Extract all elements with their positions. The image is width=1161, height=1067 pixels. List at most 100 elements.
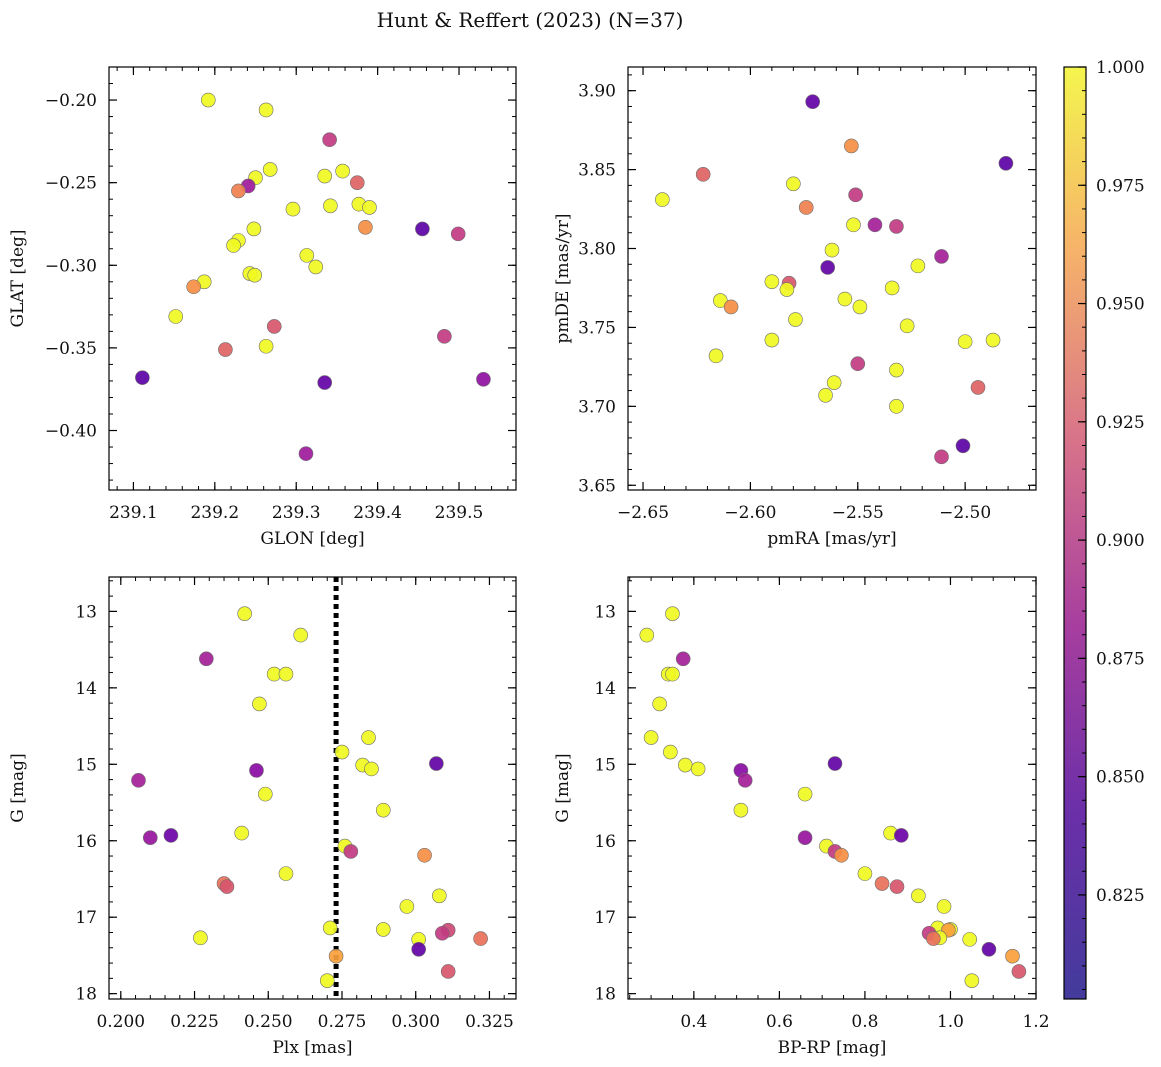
scatter-point (193, 930, 208, 946)
y-axis-label: pmDE [mas/yr] (553, 213, 573, 343)
y-tick-label: 17 (75, 908, 97, 928)
scatter-point (764, 274, 780, 289)
scatter-point (962, 932, 978, 947)
axes-frame (627, 66, 1037, 491)
scatter-point (737, 773, 753, 788)
scatter-point (797, 786, 813, 802)
y-tick-label: 14 (594, 679, 616, 699)
scatter-point (695, 167, 711, 182)
scatter-point (319, 973, 335, 988)
scatter-point (135, 370, 150, 385)
colorbar-tick-label: 1.000 (1096, 58, 1145, 78)
y-tick-label: 16 (594, 832, 616, 852)
scatter-point (786, 176, 801, 192)
scatter-point (219, 879, 235, 894)
scatter-point (893, 828, 909, 843)
scatter-point (857, 866, 873, 881)
x-tick-label: 239.4 (353, 503, 402, 523)
x-tick-label: 0.325 (465, 1012, 514, 1032)
scatter-point (837, 291, 853, 307)
x-tick-label: 0.275 (318, 1012, 367, 1032)
panel-pmra-pmde: −2.65 −2.60 −2.55 −2.50 3.65 3.70 3.75 3.80 3.85… (553, 66, 1037, 549)
scatter-point (764, 332, 780, 348)
scatter-point (266, 319, 282, 334)
colorbar-tick-label: 0.900 (1096, 531, 1145, 551)
colorbar-tick-label: 0.950 (1096, 295, 1145, 315)
colorbar: 0.825 0.850 0.875 0.900 0.925 0.950 0.975 1.000 (1063, 58, 1145, 1000)
scatter-point (201, 92, 216, 108)
scatter-point (258, 338, 274, 354)
panel-bprp-g: 0.4 0.6 0.8 1.0 1.2 13 14 15 16 17 18 BP-RP [mag] G … (553, 576, 1050, 1058)
colorbar-tick-label: 0.975 (1096, 176, 1145, 196)
scatter-point (1011, 964, 1027, 979)
scatter-point (899, 318, 915, 334)
scatter-point (643, 730, 659, 745)
scatter-point (285, 201, 301, 217)
scatter-point (889, 399, 904, 414)
y-tick-label: 3.90 (578, 82, 616, 102)
scatter-point (163, 828, 179, 843)
scatter-point (293, 627, 309, 643)
scatter-point (246, 221, 262, 237)
scatter-point (820, 260, 836, 275)
scatter-point (415, 221, 430, 237)
y-tick-label: 15 (594, 755, 616, 775)
scatter-point (322, 920, 338, 936)
scatter-point (936, 899, 952, 914)
y-axis-label: GLAT [deg] (8, 229, 28, 327)
scatter-point (399, 899, 415, 914)
scatter-point (889, 219, 904, 234)
x-tick-label: 0.225 (170, 1012, 219, 1032)
scatter-point (323, 198, 338, 214)
scatter-point (258, 102, 274, 118)
x-tick-label: 0.250 (244, 1012, 293, 1032)
scatter-point (665, 606, 680, 621)
scatter-point (639, 627, 655, 643)
x-tick-label: −2.60 (724, 503, 776, 523)
y-tick-label: 13 (75, 602, 97, 622)
scatter-point (298, 446, 314, 461)
scatter-point (818, 387, 833, 403)
y-tick-label: 3.70 (578, 397, 616, 417)
scatter-point (675, 651, 691, 667)
scatter-point (473, 931, 488, 946)
scatter-point (934, 249, 949, 264)
scatter-point (733, 802, 749, 818)
scatter-point (335, 163, 350, 179)
scatter-point (797, 830, 813, 845)
scatter-point (910, 258, 926, 274)
scatter-point (358, 219, 373, 235)
scatter-point (417, 847, 432, 863)
scatter-point (889, 362, 904, 378)
y-tick-label: −0.30 (45, 256, 97, 276)
scatter-point (824, 242, 840, 258)
scatter-point (690, 761, 706, 777)
y-tick-label: 16 (75, 832, 97, 852)
colorbar-tick-label: 0.925 (1096, 413, 1145, 433)
scatter-point (186, 279, 201, 295)
scatter-point (850, 356, 866, 372)
scatter-point (375, 922, 391, 937)
scatter-point (434, 925, 450, 941)
scatter-point (846, 217, 861, 233)
scatter-point (874, 876, 890, 891)
x-tick-label: −2.50 (939, 503, 991, 523)
scatter-point (934, 449, 949, 465)
x-tick-label: 1.2 (1022, 1012, 1049, 1032)
scatter-point (299, 248, 315, 263)
scatter-point (852, 299, 868, 315)
colorbar-gradient (1063, 66, 1087, 1000)
y-tick-label: 14 (75, 679, 97, 699)
y-tick-label: 17 (594, 908, 616, 928)
x-tick-label: 0.4 (680, 1012, 707, 1032)
scatter-point (131, 773, 146, 788)
scatter-point (663, 744, 678, 760)
scatter-point (429, 756, 444, 771)
panel-glon-glat: 239.1 239.2 239.3 239.4 239.5 −0.40 −0.35 −0.30… (8, 66, 517, 549)
scatter-point (957, 334, 973, 349)
scatter-point (655, 192, 670, 207)
scatter-point (450, 226, 466, 242)
x-tick-label: 0.200 (96, 1012, 145, 1032)
y-tick-label: 15 (75, 755, 97, 775)
scatter-point (328, 948, 344, 964)
